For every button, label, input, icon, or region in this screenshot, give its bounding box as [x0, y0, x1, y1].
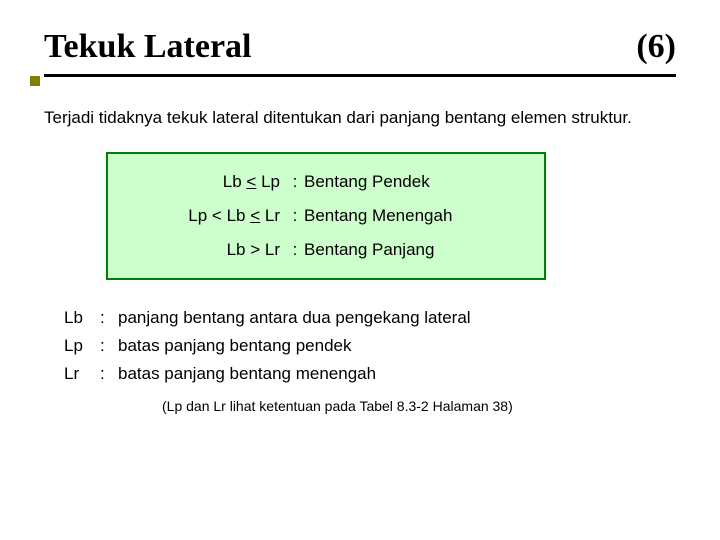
legend: Lb : panjang bentang antara dua pengekan… [64, 308, 676, 384]
legend-desc: batas panjang bentang pendek [118, 336, 351, 356]
legend-colon: : [100, 308, 118, 328]
rules-colon: : [286, 172, 304, 192]
legend-symbol: Lr [64, 364, 100, 384]
rules-row: Lb > Lr : Bentang Panjang [122, 240, 530, 260]
legend-desc: panjang bentang antara dua pengekang lat… [118, 308, 471, 328]
rules-row: Lb < Lp : Bentang Pendek [122, 172, 530, 192]
rules-colon: : [286, 240, 304, 260]
legend-desc: batas panjang bentang menengah [118, 364, 376, 384]
footnote: (Lp dan Lr lihat ketentuan pada Tabel 8.… [162, 398, 676, 414]
legend-colon: : [100, 364, 118, 384]
rules-desc: Bentang Menengah [304, 206, 452, 226]
rules-condition: Lb < Lp [122, 172, 286, 192]
rules-condition: Lb > Lr [122, 240, 286, 260]
cond-pre: Lp < Lb [188, 206, 250, 225]
rules-box: Lb < Lp : Bentang Pendek Lp < Lb < Lr : … [106, 152, 546, 280]
cond-pre: Lb > Lr [227, 240, 280, 259]
legend-colon: : [100, 336, 118, 356]
legend-row: Lp : batas panjang bentang pendek [64, 336, 676, 356]
legend-symbol: Lb [64, 308, 100, 328]
rules-colon: : [286, 206, 304, 226]
intro-text: Terjadi tidaknya tekuk lateral ditentuka… [44, 107, 676, 128]
legend-row: Lr : batas panjang bentang menengah [64, 364, 676, 384]
legend-row: Lb : panjang bentang antara dua pengekan… [64, 308, 676, 328]
rules-desc: Bentang Pendek [304, 172, 430, 192]
cond-pre: Lb [223, 172, 247, 191]
legend-symbol: Lp [64, 336, 100, 356]
title-rule-accent-icon [30, 76, 40, 86]
rules-condition: Lp < Lb < Lr [122, 206, 286, 226]
cond-op: < [250, 206, 260, 225]
title-rule [44, 74, 676, 77]
cond-post: Lr [260, 206, 280, 225]
rules-row: Lp < Lb < Lr : Bentang Menengah [122, 206, 530, 226]
cond-op: < [246, 172, 256, 191]
rules-desc: Bentang Panjang [304, 240, 434, 260]
title-row: Tekuk Lateral (6) [44, 28, 676, 66]
slide-number: (6) [636, 28, 676, 66]
slide: Tekuk Lateral (6) Terjadi tidaknya tekuk… [0, 0, 720, 540]
page-title: Tekuk Lateral [44, 28, 252, 66]
cond-post: Lp [256, 172, 280, 191]
